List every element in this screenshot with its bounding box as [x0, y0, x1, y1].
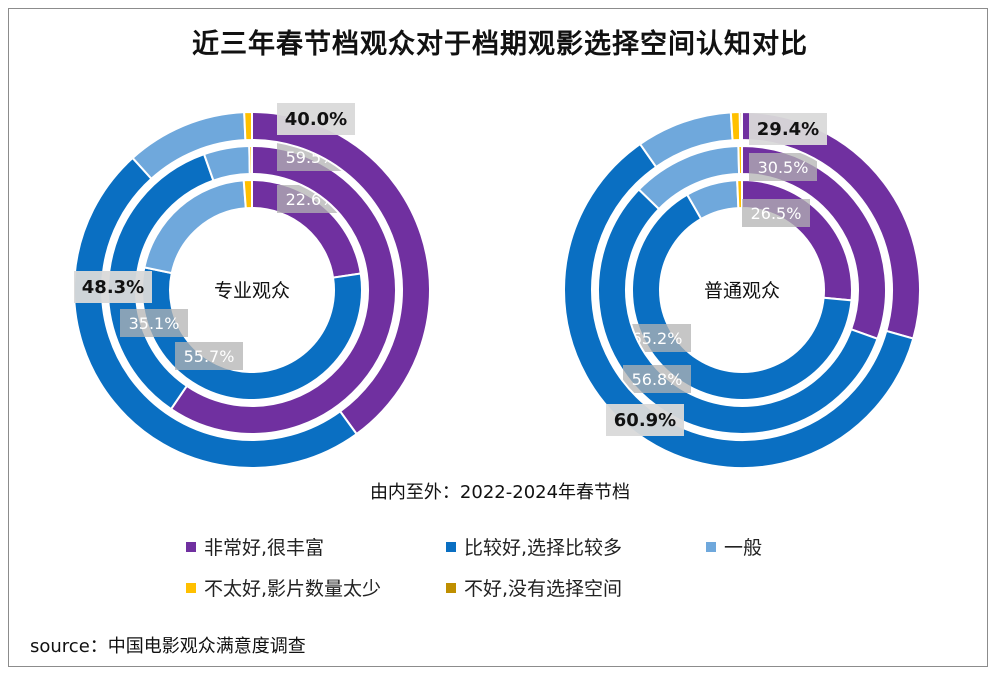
legend-label-very-good: 非常好,很丰富: [204, 537, 325, 559]
legend-swatch-very-good: [186, 541, 196, 552]
data-label-text: 55.7%: [184, 347, 235, 366]
legend-item-bad: 不太好,影片数量太少: [186, 574, 381, 601]
legend-label-very-bad: 不好,没有选择空间: [464, 578, 623, 600]
donut-1-center-label: 普通观众: [704, 280, 780, 302]
donut-1-label-2023-0: 30.5%: [749, 153, 817, 181]
data-label-box: [277, 103, 355, 135]
donut-1-ring-2023-slice-3: [737, 144, 743, 176]
donut-0-label-2024-1: 48.3%: [74, 271, 152, 303]
data-label-text: 40.0%: [285, 109, 347, 130]
donut-1-ring-2024-slice-1: [563, 142, 915, 469]
data-label-box: [749, 153, 817, 181]
data-label-text: 26.5%: [751, 204, 802, 223]
donut-1-ring-2024-slice-4: [738, 110, 743, 142]
legend-label-good: 比较好,选择比较多: [464, 537, 623, 559]
data-label-text: 48.3%: [82, 277, 144, 298]
data-label-box: [74, 271, 152, 303]
donut-0-ring-2022-slice-3: [242, 178, 253, 210]
data-label-box: [623, 365, 691, 393]
source-note: source：中国电影观众满意度调查: [30, 636, 306, 657]
donut-1-label-2024-1: 60.9%: [606, 404, 684, 436]
donut-1-ring-2022-slice-3: [736, 178, 743, 210]
legend-item-very-bad: 不好,没有选择空间: [446, 574, 622, 601]
legend-label-bad: 不太好,影片数量太少: [204, 578, 382, 600]
donut-1-label-2022-0: 26.5%: [742, 199, 810, 227]
legend-label-average: 一般: [724, 537, 763, 559]
data-label-text: 29.4%: [757, 119, 819, 140]
donut-0-center-label: 专业观众: [214, 280, 290, 302]
donut-0-ring-2024-slice-3: [243, 110, 253, 142]
data-label-text: 65.2%: [632, 329, 683, 348]
donut-1-label-2023-1: 56.8%: [623, 365, 691, 393]
data-label-box: [175, 342, 243, 370]
donut-1-ring-2023-slice-1: [597, 188, 879, 435]
donut-0-ring-2023-slice-2: [202, 145, 251, 182]
donut-0-label-2022-1: 55.7%: [175, 342, 243, 370]
donut-0-label-2024-0: 40.0%: [277, 103, 355, 135]
donut-1-ring-2022-slice-1: [631, 193, 853, 401]
legend-swatch-good: [446, 541, 456, 552]
data-label-text: 56.8%: [632, 370, 683, 389]
legend-swatch-average: [706, 541, 716, 552]
donut-1-label-2024-0: 29.4%: [749, 113, 827, 145]
legend-item-very-good: 非常好,很丰富: [186, 533, 324, 560]
data-label-box: [749, 113, 827, 145]
data-label-box: [120, 309, 188, 337]
data-label-text: 60.9%: [614, 410, 676, 431]
legend-item-good: 比较好,选择比较多: [446, 533, 622, 560]
donut-1-ring-2024-slice-3: [729, 111, 742, 142]
donut-0-ring-2023-slice-0: [169, 144, 397, 435]
chart-subtitle: 由内至外：2022-2024年春节档: [369, 482, 631, 503]
legend-swatch-bad: [186, 582, 196, 593]
donut-0-label-2023-1: 35.1%: [120, 309, 188, 337]
legend-swatch-very-bad: [446, 582, 456, 593]
data-label-text: 35.1%: [129, 314, 180, 333]
donut-0-ring-2023-slice-3: [248, 144, 253, 176]
legend-item-average: 一般: [706, 533, 762, 560]
data-label-box: [606, 404, 684, 436]
chart-title: 近三年春节档观众对于档期观影选择空间认知对比: [192, 29, 808, 60]
data-label-box: [742, 199, 810, 227]
data-label-text: 30.5%: [758, 158, 809, 177]
